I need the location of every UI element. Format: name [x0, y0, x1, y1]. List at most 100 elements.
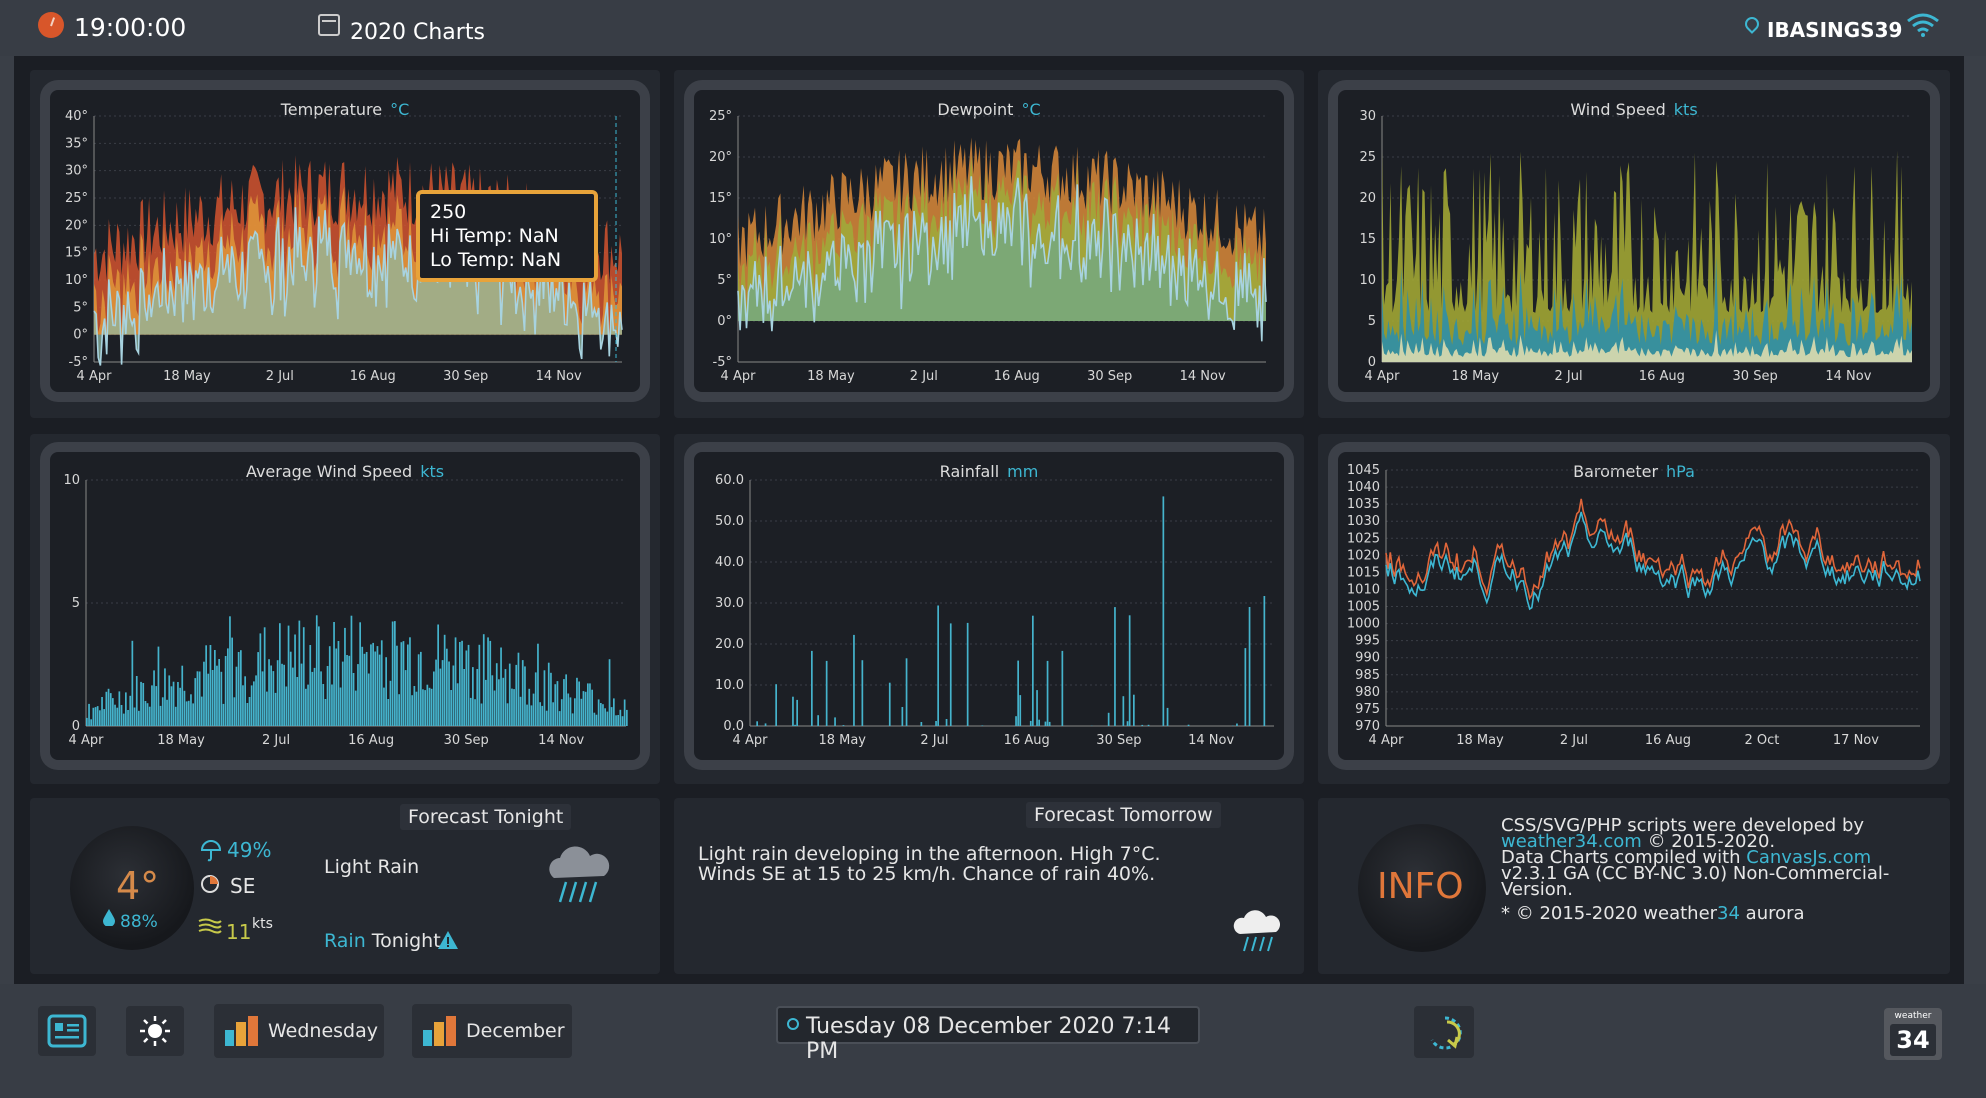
rainfall-chart[interactable]: Rainfall mm 60.0 50.0 40.0 30.0 20.0 10.0 0.0 4 …	[694, 452, 1284, 760]
avg-wind-bar	[465, 650, 468, 726]
avg-wind-bar	[125, 692, 127, 726]
rain-bar	[920, 722, 923, 726]
avg-wind-bar	[233, 697, 236, 726]
avg-wind-bar	[309, 645, 312, 726]
canvasjs-link[interactable]: CanvasJs.com	[1746, 847, 1872, 868]
avg-wind-bar	[532, 693, 535, 726]
windspeed-chart-frame: Wind Speed kts 30 25 20 15 10 5 0 4 Apr 18 May 2 J…	[1328, 80, 1940, 402]
y-tick-label: 15°	[65, 246, 88, 261]
avg-wind-bar	[196, 671, 199, 726]
avg-wind-bar	[576, 677, 578, 726]
barometer-chart[interactable]: Barometer hPa 1045 1040 1035 1030 1025 1020 101…	[1338, 452, 1930, 760]
info-dial[interactable]	[1358, 824, 1486, 952]
avg-wind-bar	[558, 711, 561, 726]
avg-wind-bar	[328, 646, 331, 726]
avg-wind-bar	[580, 698, 583, 726]
avg-windspeed-chart-svg: 10 5 04 Apr 18 May 2 Jul 16 Aug 30 Sep 14 Nov	[63, 473, 628, 748]
barometer-chart-svg: 1045 1040 1035 1030 1025 1020 1015 1010 1005 1000…	[1347, 463, 1921, 748]
tonight-condition: Light Rain	[324, 856, 420, 878]
y-tick-label: 25°	[709, 109, 732, 124]
avg-wind-bar	[339, 687, 342, 726]
avg-wind-bar	[172, 681, 175, 726]
avg-wind-bar	[610, 707, 613, 726]
station-info-button[interactable]	[38, 1006, 96, 1056]
rain-bar	[1133, 694, 1135, 726]
avg-wind-bar	[515, 664, 518, 726]
theme-toggle-button[interactable]	[126, 1006, 184, 1056]
avg-wind-bar	[461, 640, 463, 726]
avg-wind-bar	[489, 640, 492, 726]
avg-wind-bar	[402, 641, 405, 726]
avg-wind-bar	[398, 694, 400, 726]
avg-wind-bar	[469, 697, 472, 726]
avg-wind-bar	[443, 634, 446, 726]
sun-icon	[140, 1016, 170, 1046]
warning-icon	[438, 931, 458, 949]
month-chart-button[interactable]: December	[412, 1004, 572, 1058]
tooltip-lo: Lo Temp: NaN	[430, 249, 562, 271]
weather34-logo[interactable]: weather 34	[1884, 1008, 1942, 1060]
rain-cloud-icon	[1233, 910, 1281, 952]
avg-wind-bar	[476, 669, 479, 726]
datetime-text: Tuesday 08 December 2020 7:14 PM	[806, 1014, 1171, 1064]
x-tick-label: 16 Aug	[994, 369, 1040, 384]
refresh-button[interactable]	[1414, 1006, 1474, 1058]
windspeed-chart[interactable]: Wind Speed kts 30 25 20 15 10 5 0 4 Apr 18 May 2 J…	[1338, 90, 1930, 392]
y-tick-label: 1005	[1347, 600, 1380, 615]
y-tick-label: 30	[1359, 109, 1376, 124]
avg-wind-bar	[424, 690, 426, 726]
avg-wind-bar	[333, 622, 335, 726]
y-tick-label: 20°	[65, 218, 88, 233]
pressure-sea-line	[1385, 498, 1921, 601]
y-tick-label: 15°	[709, 191, 732, 206]
y-tick-label: 1010	[1347, 582, 1380, 597]
avg-wind-bar	[159, 705, 162, 726]
day-chart-button[interactable]: Wednesday	[214, 1004, 384, 1058]
dewpoint-chart[interactable]: Dewpoint °C 25° 20° 15° 10° 5° 0° -5° 4 Apr 18 Ma…	[694, 90, 1284, 392]
x-tick-label: 30 Sep	[1096, 733, 1141, 748]
rain-bar	[1166, 707, 1169, 726]
y-tick-label: 0°	[73, 328, 88, 343]
avg-wind-bar	[174, 706, 177, 726]
avg-wind-bar	[112, 698, 114, 726]
x-tick-label: 18 May	[1451, 369, 1499, 384]
avg-wind-bar	[146, 703, 149, 726]
avg-windspeed-chart[interactable]: Average Wind Speed kts 10 5 0 4 Apr 18 May 2 J…	[50, 452, 640, 760]
avg-wind-bar	[205, 645, 207, 726]
chart-unit: kts	[1673, 100, 1698, 119]
weather34-link[interactable]: weather34.com	[1501, 831, 1642, 852]
x-tick-label: 30 Sep	[443, 369, 488, 384]
rain-bar	[1048, 721, 1051, 726]
alert-word: Rain	[324, 930, 366, 952]
avg-wind-bar	[565, 674, 567, 726]
rain-bar	[966, 622, 969, 726]
rain-bar	[792, 696, 794, 726]
avg-wind-bar	[142, 683, 145, 726]
rain-bar	[1038, 719, 1040, 726]
avg-wind-bar	[326, 666, 329, 726]
avg-wind-bar	[422, 689, 424, 726]
calendar-icon[interactable]	[318, 14, 340, 36]
info-label[interactable]: INFO	[1377, 866, 1464, 907]
y-tick-label: 1025	[1347, 531, 1380, 546]
y-tick-label: 1030	[1347, 514, 1380, 529]
avg-wind-bar	[415, 691, 418, 726]
avg-wind-bar	[214, 650, 216, 726]
avg-wind-bar	[131, 640, 134, 726]
avg-wind-bar	[435, 659, 437, 726]
x-tick-label: 2 Jul	[262, 733, 290, 748]
avg-wind-bar	[222, 703, 225, 726]
forecast-line-2: Winds SE at 15 to 25 km/h. Chance of rai…	[698, 863, 1156, 885]
refresh-icon	[1430, 1016, 1462, 1050]
avg-wind-bar	[203, 661, 205, 726]
chart-unit: °C	[390, 100, 410, 119]
clock-icon	[38, 12, 64, 38]
avg-wind-bar	[543, 670, 546, 726]
page-title: 2020 Charts	[350, 20, 485, 45]
avg-windspeed-panel: Average Wind Speed kts 10 5 0 4 Apr 18 May 2 J…	[30, 434, 660, 784]
x-tick-label: 2 Jul	[1555, 369, 1583, 384]
avg-wind-bar	[135, 676, 138, 726]
avg-wind-bar	[567, 693, 570, 726]
avg-wind-bar	[148, 706, 151, 726]
avg-wind-bar	[391, 621, 394, 726]
